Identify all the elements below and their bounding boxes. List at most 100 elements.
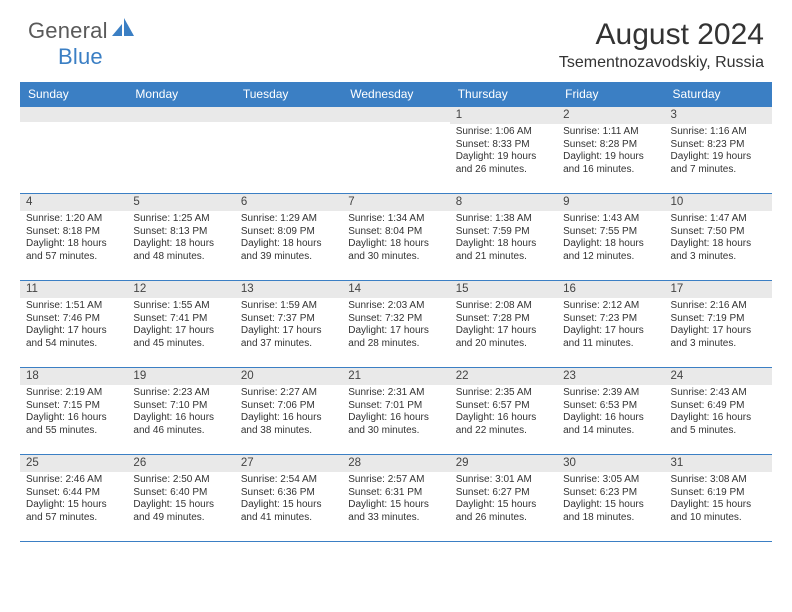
sunrise-line: Sunrise: 2:43 AM <box>671 387 766 400</box>
daylight-line-2: and 3 minutes. <box>671 338 766 351</box>
calendar-day: 25Sunrise: 2:46 AMSunset: 6:44 PMDayligh… <box>20 455 127 541</box>
day-header: Saturday <box>665 82 772 106</box>
sunrise-line: Sunrise: 1:43 AM <box>563 213 658 226</box>
day-number: 25 <box>20 455 127 472</box>
sunset-line: Sunset: 6:40 PM <box>133 487 228 500</box>
sunset-line: Sunset: 7:15 PM <box>26 400 121 413</box>
day-number: 18 <box>20 368 127 385</box>
day-number: 17 <box>665 281 772 298</box>
day-details: Sunrise: 1:20 AMSunset: 8:18 PMDaylight:… <box>20 211 127 268</box>
day-details: Sunrise: 1:16 AMSunset: 8:23 PMDaylight:… <box>665 124 772 181</box>
brand-name-1: General <box>28 18 108 44</box>
sunset-line: Sunset: 8:04 PM <box>348 226 443 239</box>
calendar-day: 26Sunrise: 2:50 AMSunset: 6:40 PMDayligh… <box>127 455 234 541</box>
calendar-week: 1Sunrise: 1:06 AMSunset: 8:33 PMDaylight… <box>20 106 772 193</box>
day-header: Monday <box>127 82 234 106</box>
calendar-day: 15Sunrise: 2:08 AMSunset: 7:28 PMDayligh… <box>450 281 557 367</box>
sunrise-line: Sunrise: 2:03 AM <box>348 300 443 313</box>
day-details: Sunrise: 1:43 AMSunset: 7:55 PMDaylight:… <box>557 211 664 268</box>
sunset-line: Sunset: 7:55 PM <box>563 226 658 239</box>
day-details: Sunrise: 3:01 AMSunset: 6:27 PMDaylight:… <box>450 472 557 529</box>
daylight-line-1: Daylight: 15 hours <box>241 499 336 512</box>
daylight-line-1: Daylight: 18 hours <box>456 238 551 251</box>
sunset-line: Sunset: 8:13 PM <box>133 226 228 239</box>
calendar-day-empty <box>127 107 234 193</box>
day-details: Sunrise: 2:03 AMSunset: 7:32 PMDaylight:… <box>342 298 449 355</box>
day-number: 10 <box>665 194 772 211</box>
daylight-line-1: Daylight: 17 hours <box>563 325 658 338</box>
daylight-line-2: and 57 minutes. <box>26 512 121 525</box>
day-number: 4 <box>20 194 127 211</box>
brand-logo: General <box>28 18 136 44</box>
day-details: Sunrise: 1:38 AMSunset: 7:59 PMDaylight:… <box>450 211 557 268</box>
calendar-week: 18 Sunrise: 2:19 AMSunset: 7:15 PM Dayligh… <box>20 367 772 454</box>
daylight-line-1: Daylight: 18 hours <box>671 238 766 251</box>
sunrise-line: Sunrise: 3:05 AM <box>563 474 658 487</box>
daylight-line-2: and 33 minutes. <box>348 512 443 525</box>
day-number: 9 <box>557 194 664 211</box>
daylight-line-2: and 38 minutes. <box>241 425 336 438</box>
sunrise-line: Sunrise: 1:47 AM <box>671 213 766 226</box>
daylight-line-1: Daylight: 19 hours <box>671 151 766 164</box>
day-number: 2 <box>557 107 664 124</box>
sunrise-line: Sunrise: 1:16 AM <box>671 126 766 139</box>
calendar-day: 4Sunrise: 1:20 AMSunset: 8:18 PMDaylight… <box>20 194 127 280</box>
sunrise-line: Sunrise: 3:01 AM <box>456 474 551 487</box>
daylight-line-1: Daylight: 16 hours <box>563 412 658 425</box>
sunset-line: Sunset: 7:19 PM <box>671 313 766 326</box>
sunrise-line: Sunrise: 1:20 AM <box>26 213 121 226</box>
daylight-line-2: and 10 minutes. <box>671 512 766 525</box>
day-number: 31 <box>665 455 772 472</box>
sunrise-line: Sunrise: 2:46 AM <box>26 474 121 487</box>
daylight-line-2: and 30 minutes. <box>348 251 443 264</box>
day-number: 29 <box>450 455 557 472</box>
sunset-line: Sunset: 6:31 PM <box>348 487 443 500</box>
calendar-week: 11Sunrise: 1:51 AMSunset: 7:46 PMDayligh… <box>20 280 772 367</box>
daylight-line-1: Daylight: 17 hours <box>348 325 443 338</box>
calendar-day: 27Sunrise: 2:54 AMSunset: 6:36 PMDayligh… <box>235 455 342 541</box>
day-details: Sunrise: 2:54 AMSunset: 6:36 PMDaylight:… <box>235 472 342 529</box>
sunrise-line: Sunrise: 2:12 AM <box>563 300 658 313</box>
sunrise-line: Sunrise: 2:19 AM <box>26 387 121 400</box>
daylight-line-1: Daylight: 16 hours <box>133 412 228 425</box>
day-details: Sunrise: 2:35 AMSunset: 6:57 PMDaylight:… <box>450 385 557 442</box>
daylight-line-1: Daylight: 16 hours <box>348 412 443 425</box>
calendar-day: 2Sunrise: 1:11 AMSunset: 8:28 PMDaylight… <box>557 107 664 193</box>
day-details: Sunrise: 3:08 AMSunset: 6:19 PMDaylight:… <box>665 472 772 529</box>
daylight-line-2: and 26 minutes. <box>456 164 551 177</box>
sunrise-line: Sunrise: 2:16 AM <box>671 300 766 313</box>
day-number: 21 <box>342 368 449 385</box>
sunset-line: Sunset: 7:06 PM <box>241 400 336 413</box>
calendar-day: 8Sunrise: 1:38 AMSunset: 7:59 PMDaylight… <box>450 194 557 280</box>
daylight-line-2: and 37 minutes. <box>241 338 336 351</box>
title-block: August 2024 Tsementnozavodskiy, Russia <box>559 18 764 72</box>
sunrise-line: Sunrise: 2:39 AM <box>563 387 658 400</box>
day-details: Sunrise: 2:23 AMSunset: 7:10 PMDaylight:… <box>127 385 234 442</box>
day-number: 6 <box>235 194 342 211</box>
sunset-line: Sunset: 7:10 PM <box>133 400 228 413</box>
calendar-day: 13Sunrise: 1:59 AMSunset: 7:37 PMDayligh… <box>235 281 342 367</box>
calendar-day: 23Sunrise: 2:39 AMSunset: 6:53 PMDayligh… <box>557 368 664 454</box>
sunset-line: Sunset: 7:59 PM <box>456 226 551 239</box>
calendar-day: 1Sunrise: 1:06 AMSunset: 8:33 PMDaylight… <box>450 107 557 193</box>
calendar-day: 28Sunrise: 2:57 AMSunset: 6:31 PMDayligh… <box>342 455 449 541</box>
daylight-line-2: and 46 minutes. <box>133 425 228 438</box>
day-details: Sunrise: 1:11 AMSunset: 8:28 PMDaylight:… <box>557 124 664 181</box>
daylight-line-1: Daylight: 15 hours <box>456 499 551 512</box>
daylight-line-1: Daylight: 18 hours <box>133 238 228 251</box>
calendar-day: 31Sunrise: 3:08 AMSunset: 6:19 PMDayligh… <box>665 455 772 541</box>
sunset-line: Sunset: 6:27 PM <box>456 487 551 500</box>
daylight-line-2: and 12 minutes. <box>563 251 658 264</box>
sunrise-line: Sunrise: 1:34 AM <box>348 213 443 226</box>
day-number <box>235 107 342 122</box>
sunrise-line: Sunrise: 1:51 AM <box>26 300 121 313</box>
day-details: Sunrise: 1:34 AMSunset: 8:04 PMDaylight:… <box>342 211 449 268</box>
daylight-line-1: Daylight: 16 hours <box>456 412 551 425</box>
daylight-line-1: Daylight: 15 hours <box>348 499 443 512</box>
calendar-day: 29Sunrise: 3:01 AMSunset: 6:27 PMDayligh… <box>450 455 557 541</box>
calendar-day: 6Sunrise: 1:29 AMSunset: 8:09 PMDaylight… <box>235 194 342 280</box>
day-details: Sunrise: 2:27 AMSunset: 7:06 PMDaylight:… <box>235 385 342 442</box>
sunset-line: Sunset: 6:49 PM <box>671 400 766 413</box>
calendar-day: 5Sunrise: 1:25 AMSunset: 8:13 PMDaylight… <box>127 194 234 280</box>
sunset-line: Sunset: 6:19 PM <box>671 487 766 500</box>
